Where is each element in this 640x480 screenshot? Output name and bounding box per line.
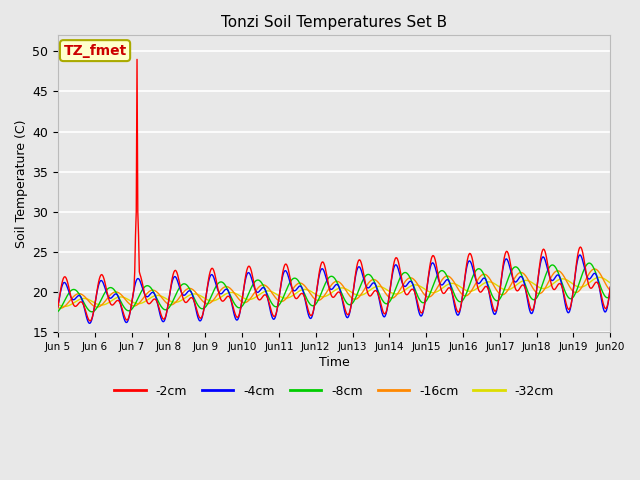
-4cm xyxy=(64,286,72,292)
-8cm xyxy=(88,309,95,315)
-4cm xyxy=(402,283,410,289)
-2cm xyxy=(64,281,72,287)
-8cm xyxy=(418,300,426,305)
-8cm xyxy=(178,282,186,288)
-16cm xyxy=(590,266,598,272)
-32cm xyxy=(54,301,61,307)
-16cm xyxy=(122,297,129,302)
-32cm xyxy=(596,275,604,280)
-2cm xyxy=(122,316,129,322)
-16cm xyxy=(178,292,186,298)
-32cm xyxy=(122,295,129,301)
-4cm xyxy=(418,312,426,318)
-2cm xyxy=(607,284,614,290)
Y-axis label: Soil Temperature (C): Soil Temperature (C) xyxy=(15,120,28,248)
-4cm xyxy=(207,272,214,278)
-8cm xyxy=(122,306,129,312)
-16cm xyxy=(54,305,61,311)
-16cm xyxy=(402,278,410,284)
-32cm xyxy=(65,303,72,309)
-2cm xyxy=(403,292,410,298)
-2cm xyxy=(419,309,427,314)
Line: -2cm: -2cm xyxy=(58,60,611,321)
-2cm xyxy=(86,318,94,324)
-32cm xyxy=(178,297,186,303)
-4cm xyxy=(54,304,61,310)
-8cm xyxy=(586,260,593,266)
-2cm xyxy=(179,293,186,299)
X-axis label: Time: Time xyxy=(319,356,349,369)
Line: -32cm: -32cm xyxy=(58,277,611,306)
-32cm xyxy=(207,298,214,304)
-16cm xyxy=(65,300,72,305)
-32cm xyxy=(402,287,410,292)
-2cm xyxy=(54,304,61,310)
Line: -4cm: -4cm xyxy=(58,255,611,324)
Text: TZ_fmet: TZ_fmet xyxy=(63,44,127,58)
Line: -16cm: -16cm xyxy=(58,269,611,308)
-16cm xyxy=(56,305,64,311)
-8cm xyxy=(402,270,410,276)
Title: Tonzi Soil Temperatures Set B: Tonzi Soil Temperatures Set B xyxy=(221,15,447,30)
-4cm xyxy=(122,319,129,325)
-4cm xyxy=(86,321,93,326)
Line: -8cm: -8cm xyxy=(58,263,611,312)
-2cm xyxy=(208,265,216,271)
-32cm xyxy=(418,285,426,290)
-8cm xyxy=(54,309,61,314)
-32cm xyxy=(61,303,68,309)
-8cm xyxy=(607,293,614,299)
-4cm xyxy=(178,290,186,296)
Legend: -2cm, -4cm, -8cm, -16cm, -32cm: -2cm, -4cm, -8cm, -16cm, -32cm xyxy=(109,380,559,403)
-4cm xyxy=(607,284,614,290)
-2cm xyxy=(133,57,141,62)
-4cm xyxy=(576,252,584,258)
-16cm xyxy=(607,288,614,293)
-8cm xyxy=(64,292,72,298)
-8cm xyxy=(207,295,214,300)
-16cm xyxy=(207,300,214,305)
-16cm xyxy=(418,288,426,294)
-32cm xyxy=(607,280,614,286)
